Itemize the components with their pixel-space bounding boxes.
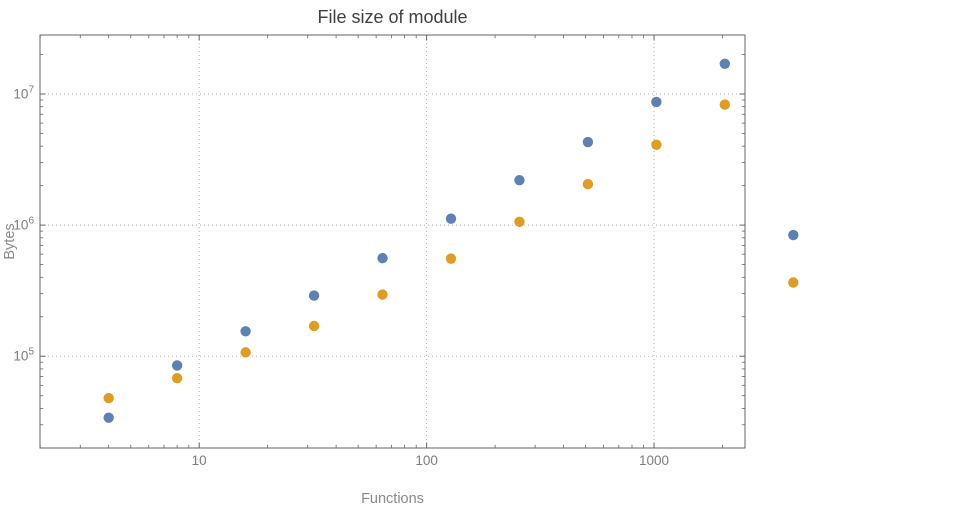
- gridlines: [40, 35, 745, 448]
- data-point: [514, 175, 525, 186]
- data-point: [103, 412, 114, 423]
- data-point: [582, 179, 594, 190]
- x-tick-labels: 10 100 1000: [192, 453, 669, 468]
- data-points: [103, 58, 799, 423]
- data-point: [719, 58, 731, 69]
- data-point: [240, 326, 251, 337]
- x-tick-label: 1000: [639, 453, 669, 468]
- chart-title: File size of module: [317, 7, 467, 27]
- y-axis-label: Bytes: [2, 223, 18, 259]
- data-point: [719, 99, 731, 110]
- data-point: [651, 139, 662, 150]
- data-point: [651, 96, 662, 108]
- data-point: [582, 136, 594, 148]
- data-point: [514, 216, 525, 227]
- data-point: [240, 347, 251, 358]
- data-point: [788, 229, 799, 241]
- data-point: [788, 277, 799, 288]
- plot-frame: [39, 34, 746, 449]
- x-tick-label: 10: [192, 453, 207, 468]
- data-point: [308, 320, 320, 332]
- data-point: [308, 290, 320, 301]
- data-point: [171, 360, 183, 371]
- data-point: [377, 252, 388, 264]
- x-axis-label: Functions: [361, 491, 424, 507]
- data-point: [445, 253, 457, 264]
- x-tick-label: 100: [415, 453, 438, 468]
- y-tick-label: 105: [13, 347, 34, 364]
- data-point: [171, 372, 183, 384]
- tick-marks: [39, 35, 745, 449]
- y-tick-label: 107: [13, 85, 34, 102]
- data-point: [445, 213, 457, 224]
- data-point: [103, 392, 114, 404]
- data-point: [377, 289, 388, 300]
